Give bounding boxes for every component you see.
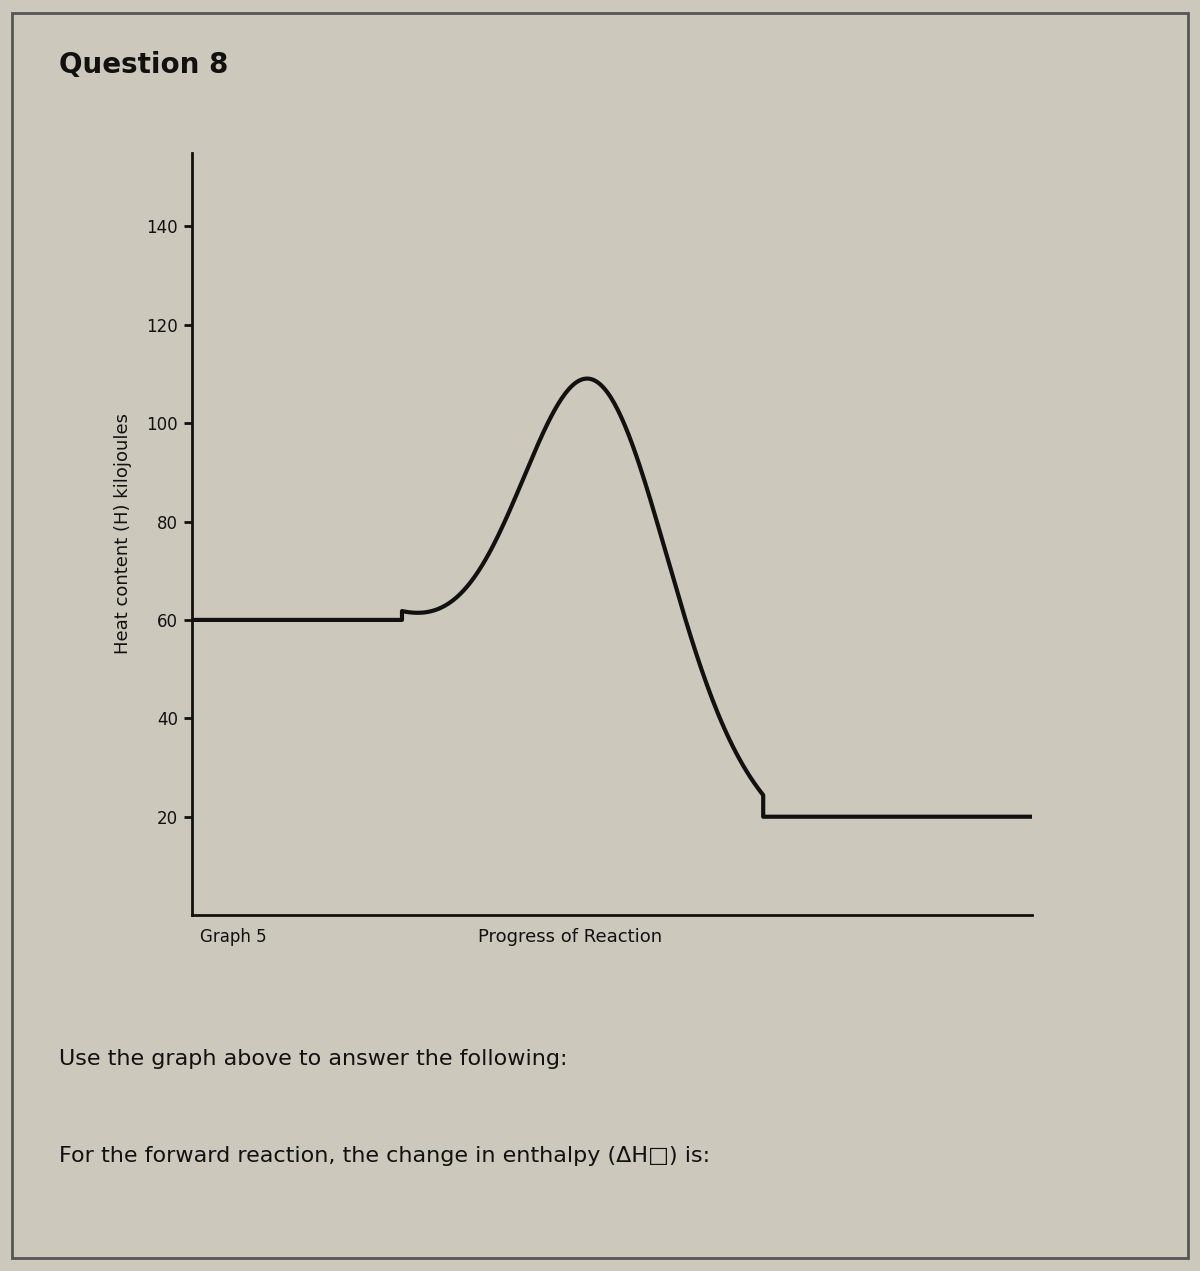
Text: Use the graph above to answer the following:: Use the graph above to answer the follow… [59,1049,568,1069]
Text: Progress of Reaction: Progress of Reaction [478,928,662,947]
Text: Question 8: Question 8 [59,51,228,80]
Text: Graph 5: Graph 5 [200,928,268,947]
Y-axis label: Heat content (H) kilojoules: Heat content (H) kilojoules [114,413,132,655]
Text: For the forward reaction, the change in enthalpy (ΔH□) is:: For the forward reaction, the change in … [59,1146,710,1167]
